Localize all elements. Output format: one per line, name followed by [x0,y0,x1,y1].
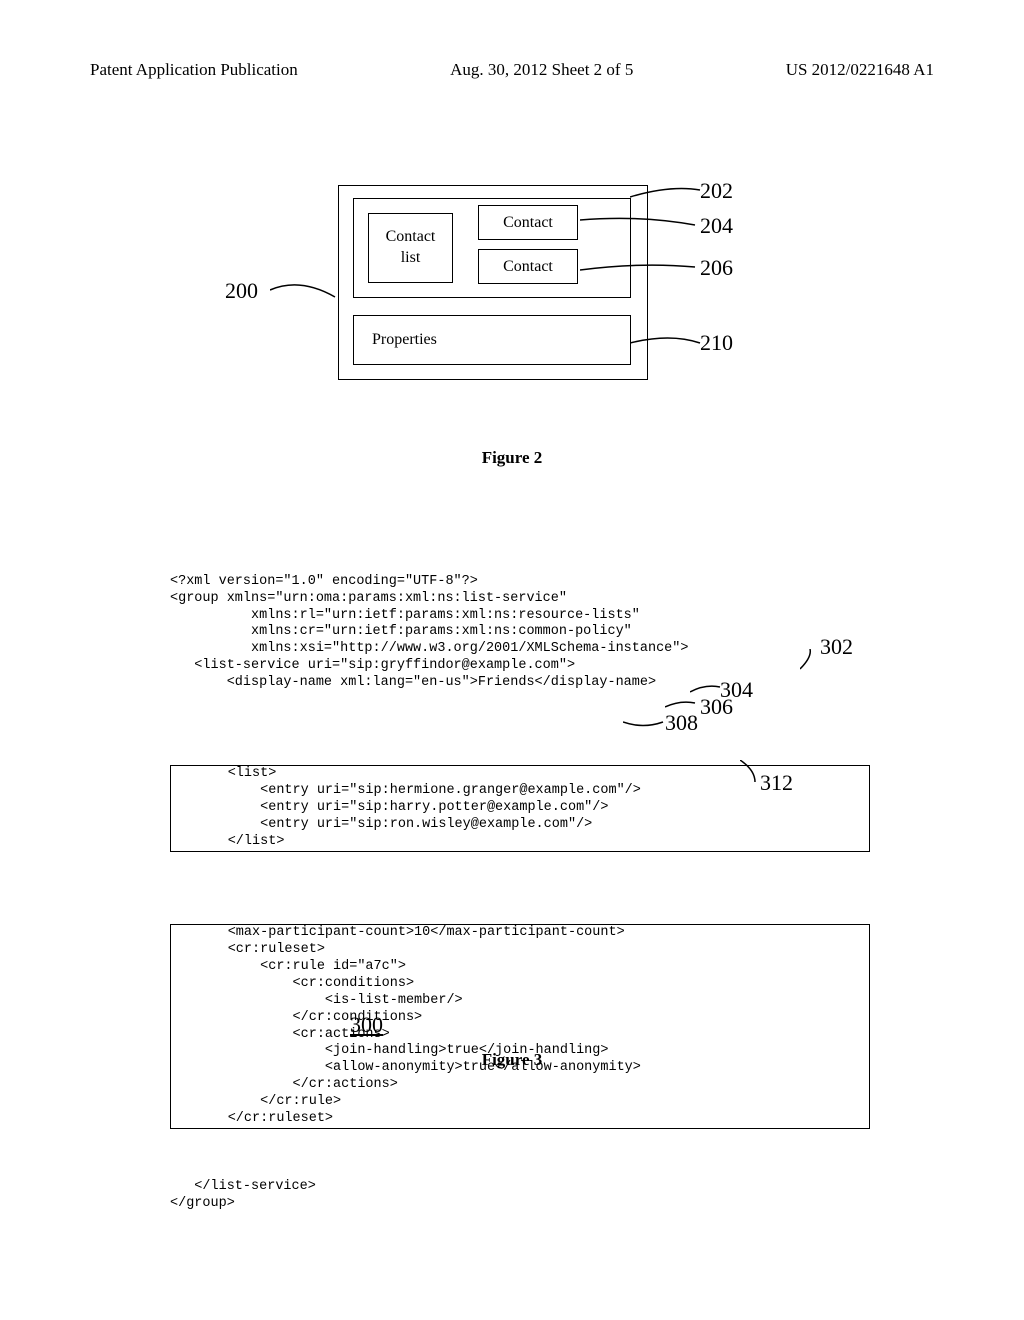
ref-308: 308 [665,710,698,736]
ref-204: 204 [700,213,733,239]
contact-a-box: Contact [478,205,578,240]
lead-306 [665,700,700,712]
code-part3: <max-participant-count>10</max-participa… [171,925,869,1128]
ref-300: 300 [350,1012,383,1038]
contact-list-box: Contact list [368,213,453,283]
figure3-caption: Figure 3 [0,1050,1024,1070]
lead-210 [630,335,705,350]
lead-308 [623,717,665,729]
lead-302 [800,649,830,674]
figure2-caption: Figure 2 [0,448,1024,468]
ref-206: 206 [700,255,733,281]
contact-b-box: Contact [478,249,578,284]
header-center: Aug. 30, 2012 Sheet 2 of 5 [450,60,633,80]
code-part4: </list-service> </group> [170,1163,870,1214]
lead-206 [580,262,700,277]
ref-200: 200 [225,278,258,304]
lead-200 [270,282,340,312]
properties-box: Properties [353,315,631,365]
figure3-code: <?xml version="1.0" encoding="UTF-8"?> <… [170,540,870,1230]
ref-306: 306 [700,694,733,720]
lead-312 [740,760,770,785]
lead-202 [630,185,705,200]
lead-304 [690,684,725,696]
page-header: Patent Application Publication Aug. 30, … [0,60,1024,80]
code-part1: <?xml version="1.0" encoding="UTF-8"?> <… [170,574,870,692]
header-left: Patent Application Publication [90,60,298,80]
code-part3-box: <max-participant-count>10</max-participa… [170,924,870,1129]
lead-204 [580,215,700,230]
header-right: US 2012/0221648 A1 [786,60,934,80]
